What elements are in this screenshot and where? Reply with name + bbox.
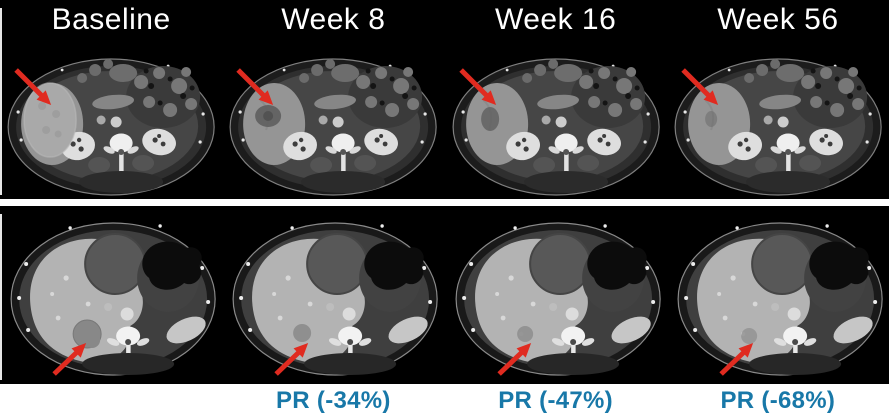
ct-scan-row1-baseline <box>7 58 216 196</box>
ct-cell-row1-week56: Week 56 <box>667 0 889 199</box>
liver-lesion <box>740 328 757 344</box>
ct-cell-row2-week16 <box>445 206 667 384</box>
slide-edge-line <box>0 8 2 195</box>
ct-scan-row1-week16 <box>451 58 660 196</box>
liver-lesion <box>255 105 282 127</box>
ct-scan-row1-week8 <box>229 58 438 196</box>
response-label-week56: PR (-68%) <box>720 387 836 414</box>
ct-cell-row1-week16: Week 16 <box>445 0 667 199</box>
liver-lesion <box>72 319 102 349</box>
liver-lesion <box>516 326 533 342</box>
timepoint-label-week16: Week 16 <box>494 3 617 36</box>
ct-panel-row1: Baseline Week 8 <box>0 0 889 199</box>
response-caption-row: PR (-34%) PR (-47%) PR (-68%) <box>0 384 889 419</box>
ct-cell-row1-week8: Week 8 <box>222 0 444 199</box>
timepoint-label-week8: Week 8 <box>281 3 386 36</box>
response-label-week16: PR (-47%) <box>498 387 613 414</box>
liver-lesion-mass <box>23 82 77 158</box>
liver-lesion <box>293 324 312 342</box>
ct-cell-row2-week56 <box>667 206 889 384</box>
slide-edge-line <box>0 214 2 380</box>
timepoint-label-baseline: Baseline <box>51 3 171 36</box>
ct-scan-row2-baseline <box>10 222 217 384</box>
ct-cell-row1-baseline: Baseline <box>0 0 222 199</box>
panel-divider <box>0 199 889 206</box>
response-label-week8: PR (-34%) <box>276 387 391 414</box>
ct-scan-row2-week56 <box>676 222 883 384</box>
ct-panel-row2 <box>0 206 889 384</box>
timepoint-label-week56: Week 56 <box>717 3 839 36</box>
ct-scan-row2-week16 <box>454 222 661 384</box>
ct-scan-row2-week8 <box>232 222 439 384</box>
liver-lesion <box>480 107 499 131</box>
ct-scan-row1-week56 <box>673 58 882 196</box>
liver-lesion <box>704 111 717 127</box>
ct-cell-row2-baseline <box>0 206 222 384</box>
ct-cell-row2-week8 <box>222 206 444 384</box>
response-label-baseline <box>0 384 222 419</box>
